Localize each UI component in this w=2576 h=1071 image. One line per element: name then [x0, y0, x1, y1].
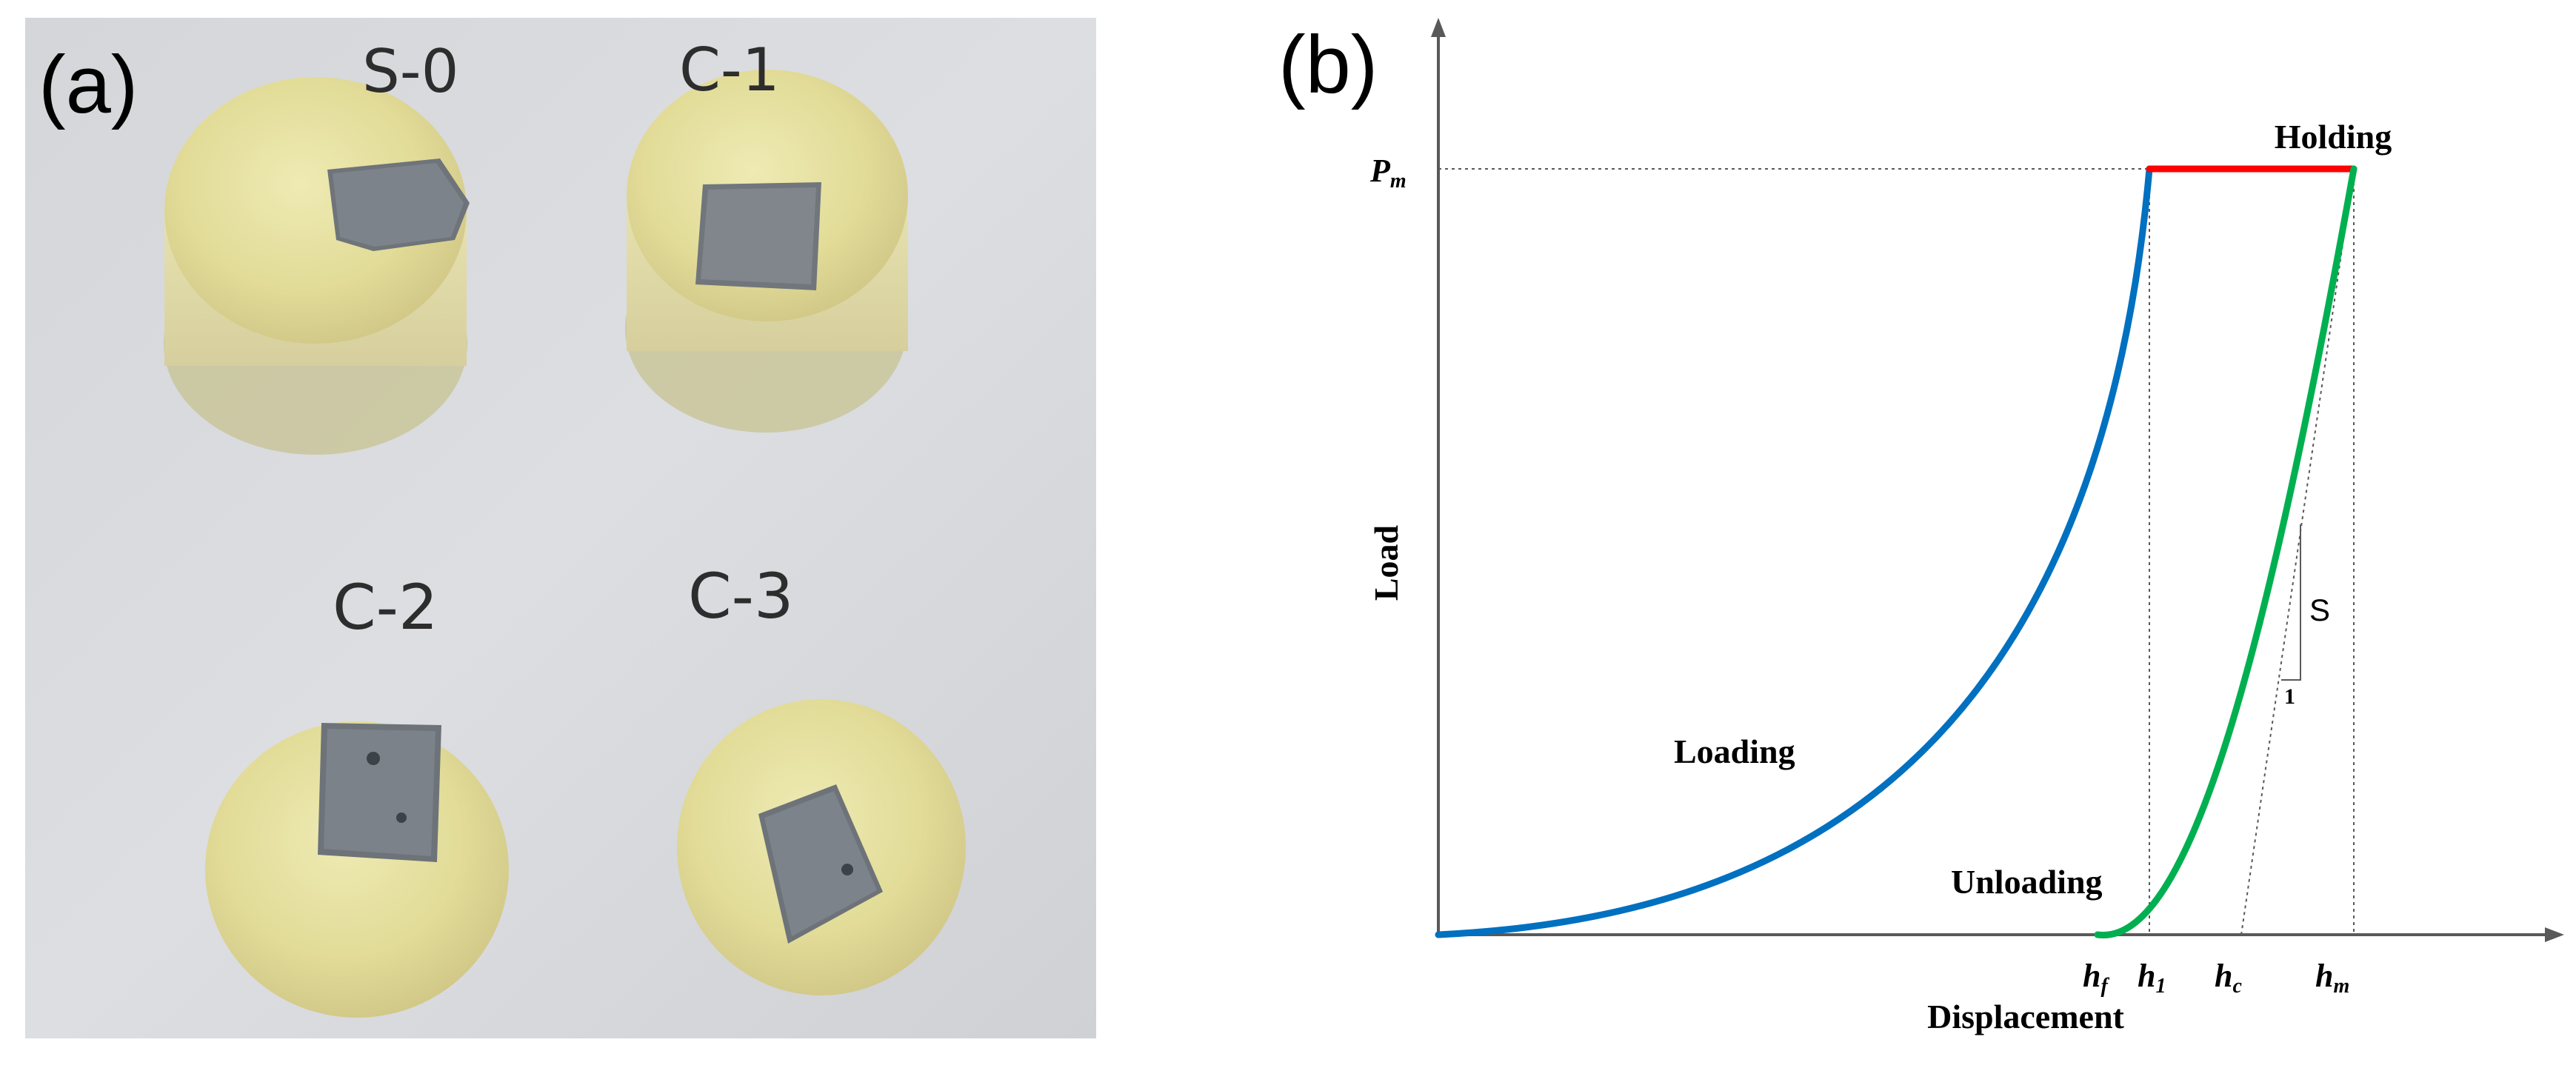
tick-hm: hm: [2315, 958, 2349, 998]
tick-hc: hc: [2215, 958, 2242, 998]
slope-unit-label: 1: [2284, 684, 2295, 709]
sample-c3: [677, 699, 966, 995]
x-axis-arrow: [2545, 927, 2564, 942]
tick-h1-sub: 1: [2155, 975, 2166, 998]
axes: [1431, 18, 2564, 942]
stiffness-label: S: [2309, 593, 2330, 627]
tick-hm-base: h: [2315, 958, 2333, 994]
slope-triangle: [2281, 524, 2301, 681]
tick-hf-sub: f: [2100, 975, 2109, 998]
sample-label-c2: C-2: [333, 571, 438, 644]
load-displacement-diagram: (b) S 1 Holding Loading Unloading Displa…: [1259, 0, 2576, 1067]
x-axis-label: Displacement: [1927, 998, 2124, 1035]
tick-hm-sub: m: [2333, 975, 2349, 998]
sample-label-c1: C-1: [679, 36, 780, 104]
sample-photo: S-0 C-1 C-2 C-3 (a): [25, 18, 1096, 1038]
unloading-label: Unloading: [1951, 863, 2103, 901]
tick-hf-base: h: [2083, 958, 2100, 994]
sample-c1: [625, 70, 908, 433]
tangent-line: [2240, 168, 2355, 935]
y-axis-arrow: [1431, 18, 1446, 37]
tick-h1: h1: [2138, 958, 2166, 998]
sample-c2: [205, 721, 509, 1018]
tick-hf: hf: [2083, 958, 2109, 998]
sample-label-s0: S-0: [362, 37, 459, 106]
tick-h1-base: h: [2138, 958, 2155, 994]
tick-hc-base: h: [2215, 958, 2232, 994]
pm-label-sub: m: [1390, 170, 1407, 193]
sample-s0: [164, 77, 470, 455]
y-axis-label: Load: [1367, 524, 1405, 601]
pm-label-base: P: [1369, 153, 1391, 189]
diagram-canvas: (b) S 1 Holding Loading Unloading Displa…: [1278, 18, 2564, 1035]
panel-a-label: (a): [39, 39, 138, 130]
loading-curve: [1435, 165, 2153, 938]
tick-hc-sub: c: [2232, 975, 2242, 998]
sample-label-c3: C-3: [688, 560, 793, 633]
holding-label: Holding: [2275, 118, 2392, 156]
sample-photo-panel: S-0 C-1 C-2 C-3 (a): [25, 18, 1096, 1038]
unloading-curve: [2094, 165, 2358, 938]
panel-b-label: (b): [1278, 19, 1378, 110]
guide-lines: [1438, 168, 2355, 935]
pm-label: Pm: [1369, 153, 1407, 193]
loading-label: Loading: [1674, 733, 1795, 770]
